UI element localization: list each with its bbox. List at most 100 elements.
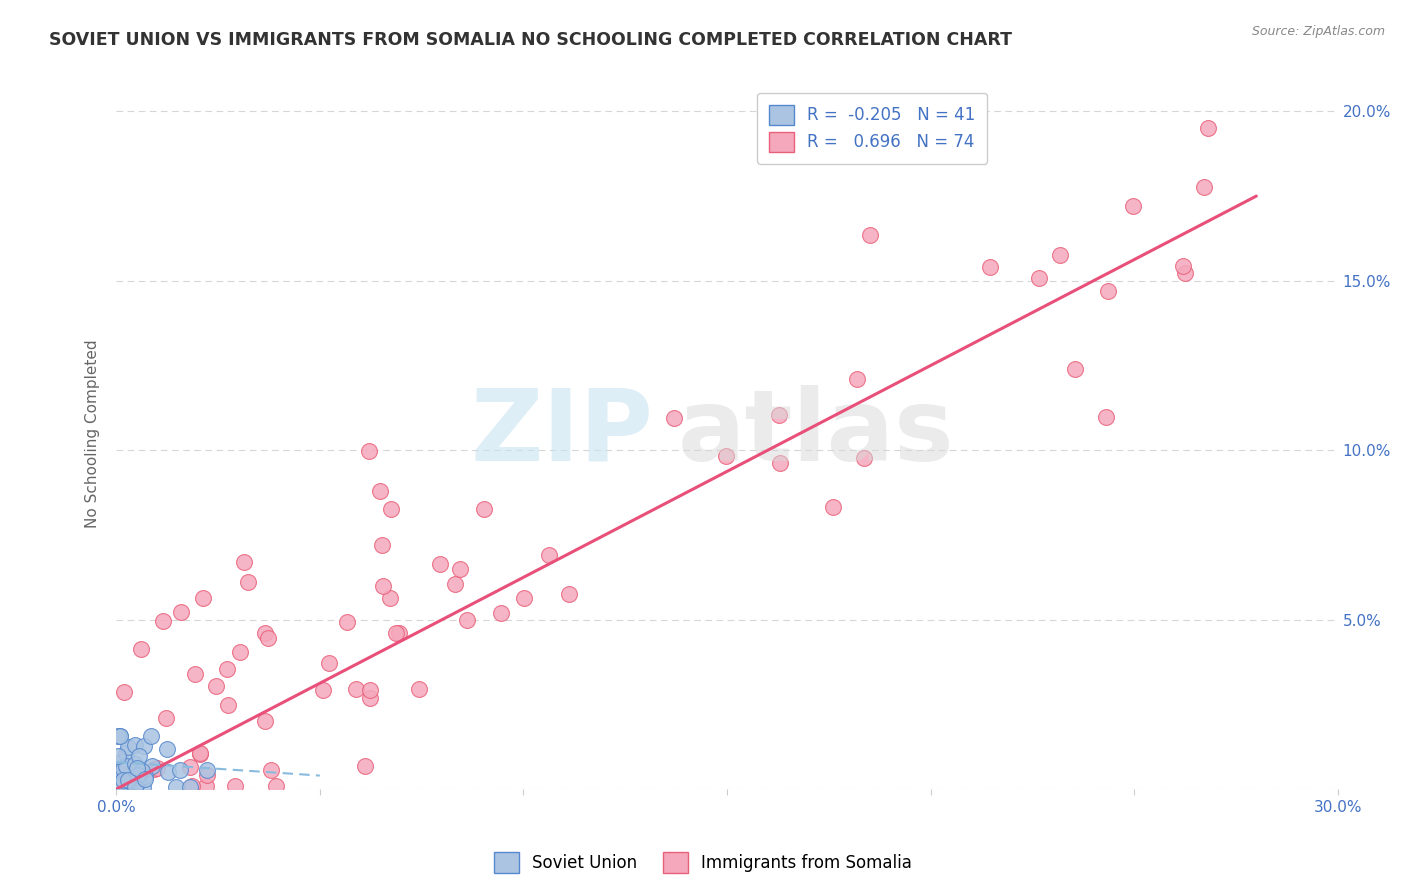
- Point: [117, 772, 139, 787]
- Point: [1028, 271, 1050, 285]
- Point: [449, 562, 471, 576]
- Point: [194, 779, 217, 793]
- Point: [124, 757, 146, 772]
- Text: Source: ZipAtlas.com: Source: ZipAtlas.com: [1251, 25, 1385, 38]
- Point: [852, 451, 875, 466]
- Point: [127, 775, 149, 789]
- Point: [124, 738, 146, 752]
- Text: SOVIET UNION VS IMMIGRANTS FROM SOMALIA NO SCHOOLING COMPLETED CORRELATION CHART: SOVIET UNION VS IMMIGRANTS FROM SOMALIA …: [49, 31, 1012, 49]
- Point: [146, 761, 169, 775]
- Point: [444, 577, 467, 591]
- Point: [359, 682, 381, 697]
- Point: [127, 767, 149, 781]
- Y-axis label: No Schooling Completed: No Schooling Completed: [86, 339, 100, 527]
- Point: [110, 767, 132, 781]
- Point: [108, 729, 131, 743]
- Point: [108, 729, 131, 743]
- Point: [112, 773, 135, 788]
- Point: [179, 759, 201, 773]
- Point: [513, 591, 536, 605]
- Point: [1095, 409, 1118, 424]
- Point: [335, 615, 357, 629]
- Point: [1122, 199, 1144, 213]
- Text: ZIP: ZIP: [471, 384, 654, 482]
- Point: [538, 548, 561, 562]
- Point: [121, 779, 143, 793]
- Point: [134, 769, 156, 783]
- Point: [197, 763, 219, 777]
- Point: [152, 614, 174, 628]
- Point: [1174, 266, 1197, 280]
- Point: [557, 587, 579, 601]
- Point: [131, 642, 153, 657]
- Point: [165, 780, 187, 794]
- Point: [193, 591, 215, 605]
- Point: [128, 748, 150, 763]
- Point: [408, 682, 430, 697]
- Point: [768, 408, 790, 422]
- Point: [120, 775, 142, 789]
- Point: [228, 645, 250, 659]
- Point: [170, 605, 193, 619]
- Point: [859, 228, 882, 243]
- Point: [107, 729, 129, 743]
- Point: [132, 739, 155, 754]
- Point: [344, 681, 367, 696]
- Point: [1173, 259, 1195, 273]
- Point: [139, 729, 162, 743]
- Point: [1097, 284, 1119, 298]
- Point: [115, 780, 138, 794]
- Point: [359, 691, 381, 706]
- Point: [157, 765, 180, 780]
- Point: [1063, 361, 1085, 376]
- Point: [979, 260, 1001, 275]
- Point: [183, 667, 205, 681]
- Legend: Soviet Union, Immigrants from Somalia: Soviet Union, Immigrants from Somalia: [488, 846, 918, 880]
- Point: [121, 765, 143, 780]
- Point: [384, 625, 406, 640]
- Legend: R =  -0.205   N = 41, R =   0.696   N = 74: R = -0.205 N = 41, R = 0.696 N = 74: [758, 93, 987, 163]
- Point: [110, 755, 132, 769]
- Point: [169, 763, 191, 777]
- Point: [236, 575, 259, 590]
- Point: [312, 682, 335, 697]
- Point: [373, 579, 395, 593]
- Point: [318, 657, 340, 671]
- Point: [115, 758, 138, 772]
- Point: [1198, 121, 1220, 136]
- Point: [224, 779, 246, 793]
- Point: [124, 780, 146, 795]
- Point: [378, 591, 401, 605]
- Point: [769, 456, 792, 470]
- Point: [197, 768, 219, 782]
- Point: [1194, 179, 1216, 194]
- Point: [117, 740, 139, 755]
- Point: [110, 777, 132, 791]
- Point: [120, 774, 142, 789]
- Point: [368, 483, 391, 498]
- Point: [472, 501, 495, 516]
- Point: [215, 662, 238, 676]
- Point: [188, 746, 211, 760]
- Point: [664, 411, 686, 425]
- Point: [107, 775, 129, 789]
- Point: [354, 759, 377, 773]
- Point: [114, 768, 136, 782]
- Point: [121, 775, 143, 789]
- Point: [134, 772, 156, 787]
- Point: [155, 711, 177, 725]
- Point: [1049, 247, 1071, 261]
- Point: [357, 443, 380, 458]
- Point: [264, 779, 287, 793]
- Point: [253, 626, 276, 640]
- Point: [181, 779, 204, 793]
- Point: [141, 758, 163, 772]
- Point: [204, 679, 226, 693]
- Point: [131, 764, 153, 778]
- Text: atlas: atlas: [678, 384, 955, 482]
- Point: [260, 764, 283, 778]
- Point: [489, 606, 512, 620]
- Point: [107, 748, 129, 763]
- Point: [132, 780, 155, 794]
- Point: [233, 555, 256, 569]
